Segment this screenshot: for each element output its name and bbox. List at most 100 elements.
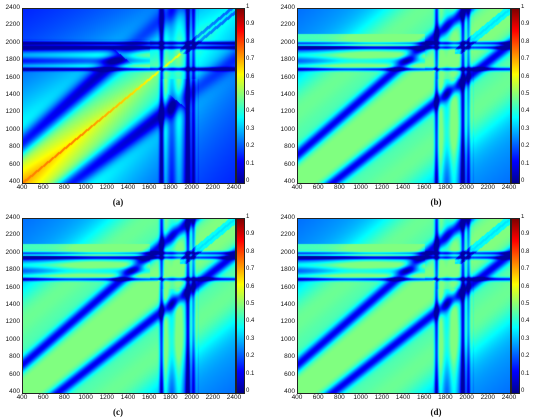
- y-tick-label: 2400: [280, 4, 295, 11]
- colorbar-tick-label: 0.7: [246, 266, 255, 273]
- colorbar-tick-label: 0.8: [521, 248, 530, 255]
- y-tick-label: 2200: [280, 231, 295, 239]
- y-tick-label: 2000: [280, 248, 295, 256]
- y-tick-label: 2200: [280, 21, 295, 29]
- x-tick-label: 800: [333, 184, 345, 191]
- heatmap-panel-a: (a) 1 0.9 0.8 0.7 0.6 0.5 0.4 0.3 0.2 0.1 0 2400 220…: [0, 0, 275, 209]
- x-tick-label: 400: [16, 394, 28, 401]
- colorbar-tick-label: 0.7: [521, 56, 530, 63]
- colorbar-tick-label: 0.4: [521, 318, 530, 325]
- y-tick-label: 2000: [280, 38, 295, 46]
- y-tick-label: 400: [284, 178, 295, 185]
- heatmap-plot-area: [297, 8, 511, 184]
- y-tick-label: 800: [284, 143, 295, 151]
- colorbar: [511, 218, 520, 394]
- colorbar-tick-label: 1: [521, 214, 525, 220]
- y-tick-label: 1000: [280, 125, 295, 133]
- x-tick-label: 2000: [184, 394, 199, 401]
- x-tick-label: 2000: [459, 184, 474, 191]
- heatmap-image: [298, 9, 510, 183]
- y-tick-label: 1400: [280, 91, 295, 98]
- y-tick-label: 400: [9, 178, 20, 185]
- y-tick-label: 1600: [5, 283, 20, 291]
- x-tick-label: 1600: [141, 394, 157, 401]
- colorbar-tick-label: 1: [246, 4, 250, 10]
- colorbar-tick-label: 0: [246, 388, 250, 394]
- x-tick-label: 2200: [480, 394, 496, 401]
- panel-caption: (c): [113, 407, 123, 417]
- y-tick-label: 1400: [5, 301, 20, 308]
- colorbar-tick-label: 0.3: [521, 335, 530, 342]
- y-tick-label: 1800: [5, 266, 20, 274]
- y-tick-label: 600: [284, 370, 295, 378]
- x-tick-label: 1000: [353, 184, 368, 191]
- y-tick-label: 1800: [280, 56, 295, 64]
- x-tick-label: 2000: [459, 394, 474, 401]
- colorbar-tick-label: 0.9: [521, 231, 530, 238]
- colorbar-tick-label: 0.6: [521, 73, 530, 80]
- x-tick-label: 2400: [226, 394, 242, 401]
- colorbar-tick-label: 0.5: [521, 301, 530, 307]
- heatmap-panel-d: (d) 1 0.9 0.8 0.7 0.6 0.5 0.4 0.3 0.2 0.1 0 2400 220…: [275, 210, 550, 419]
- heatmap-panel-b: (b) 1 0.9 0.8 0.7 0.6 0.5 0.4 0.3 0.2 0.1 0 2400 220…: [275, 0, 550, 209]
- y-tick-label: 1000: [280, 335, 295, 343]
- heatmap-panel-c: (c) 1 0.9 0.8 0.7 0.6 0.5 0.4 0.3 0.2 0.1 0 2400 220…: [0, 210, 275, 419]
- panel-caption: (b): [430, 197, 442, 207]
- y-tick-label: 800: [9, 353, 20, 361]
- colorbar-tick-label: 1: [246, 214, 250, 220]
- colorbar-tick-label: 0.8: [521, 38, 530, 45]
- colorbar-tick-label: 0.8: [246, 248, 255, 255]
- x-tick-label: 1000: [353, 394, 368, 401]
- colorbar-tick-label: 0.4: [521, 108, 530, 115]
- heatmap-image: [298, 219, 510, 393]
- colorbar-tick-label: 0.6: [521, 283, 530, 290]
- colorbar-tick-label: 0.9: [246, 231, 255, 238]
- x-tick-label: 1400: [395, 394, 411, 401]
- colorbar: [511, 8, 520, 184]
- y-tick-label: 2400: [5, 4, 20, 11]
- x-tick-label: 1000: [78, 184, 93, 191]
- y-tick-label: 1800: [280, 266, 295, 274]
- x-tick-label: 1200: [374, 394, 390, 401]
- y-tick-label: 600: [9, 370, 20, 378]
- x-tick-label: 1000: [78, 394, 93, 401]
- colorbar-tick-label: 0.4: [246, 318, 255, 325]
- colorbar-tick-label: 0.5: [521, 91, 530, 97]
- colorbar-tick-label: 0.5: [246, 91, 255, 97]
- x-tick-label: 400: [16, 184, 28, 191]
- x-tick-label: 800: [58, 184, 70, 191]
- x-tick-label: 800: [333, 394, 345, 401]
- y-tick-label: 1000: [5, 335, 20, 343]
- y-tick-label: 1000: [5, 125, 20, 133]
- colorbar-tick-label: 0.6: [246, 283, 255, 290]
- y-tick-label: 1200: [5, 108, 20, 116]
- x-tick-label: 2400: [501, 184, 517, 191]
- colorbar-tick-label: 0.3: [521, 125, 530, 132]
- colorbar-tick-label: 0.8: [246, 38, 255, 45]
- y-tick-label: 600: [284, 160, 295, 168]
- y-tick-label: 1400: [5, 91, 20, 98]
- colorbar-tick-label: 0.1: [521, 160, 530, 167]
- panel-caption: (a): [112, 197, 124, 207]
- heatmap-plot-area: [22, 218, 236, 394]
- heatmap-plot-area: [22, 8, 236, 184]
- x-tick-label: 2400: [501, 394, 517, 401]
- y-tick-label: 1200: [280, 318, 295, 326]
- x-tick-label: 600: [37, 394, 49, 401]
- x-tick-label: 400: [291, 394, 303, 401]
- y-tick-label: 400: [9, 388, 20, 395]
- x-tick-label: 1600: [141, 184, 157, 191]
- y-tick-label: 1600: [280, 283, 295, 291]
- y-tick-label: 1200: [5, 318, 20, 326]
- y-tick-label: 800: [284, 353, 295, 361]
- x-tick-label: 1800: [163, 184, 178, 191]
- colorbar-tick-label: 0.2: [521, 143, 530, 150]
- x-tick-label: 800: [58, 394, 70, 401]
- colorbar: [236, 8, 245, 184]
- colorbar-tick-label: 0.1: [246, 370, 255, 377]
- heatmap-image: [23, 219, 235, 393]
- colorbar-tick-label: 0.3: [246, 125, 255, 132]
- x-tick-label: 600: [312, 394, 324, 401]
- colorbar-tick-label: 0.2: [246, 353, 255, 360]
- x-tick-label: 1200: [374, 184, 390, 191]
